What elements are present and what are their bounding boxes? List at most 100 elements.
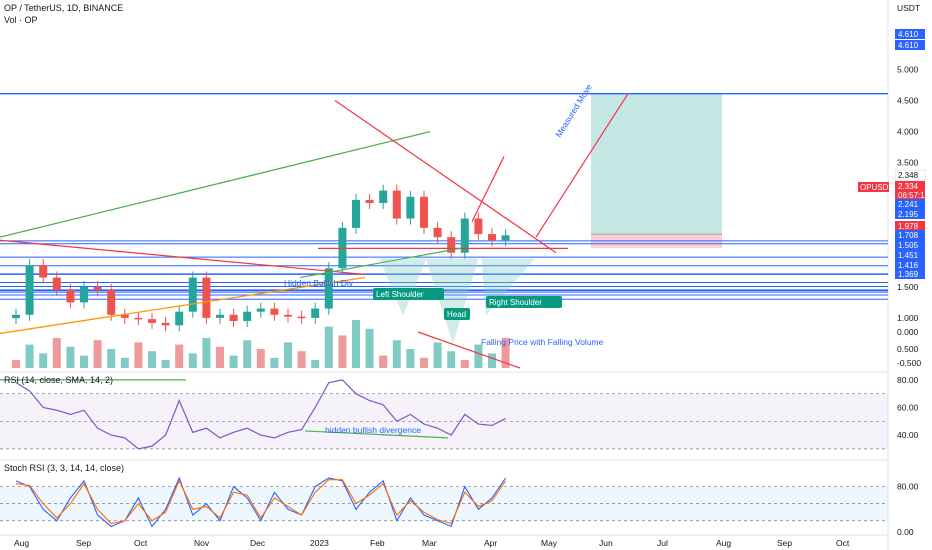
candle-body	[379, 190, 388, 204]
volume-bar	[460, 360, 469, 368]
candle-body	[134, 317, 143, 320]
stoch-tick: 80.00	[897, 482, 919, 492]
volume-bar	[25, 344, 34, 368]
price-tag: 1.369	[898, 270, 919, 279]
time-tick: Oct	[134, 538, 148, 548]
annotation-hidden-bullish-divergence: hidden bullish divergence	[325, 425, 421, 435]
price-tag: 2.348	[898, 171, 919, 180]
volume-bar	[338, 335, 347, 368]
symbol-title: OP / TetherUS, 1D, BINANCE	[4, 3, 124, 13]
price-axis-currency: USDT	[897, 3, 920, 13]
stoch-d-line	[15, 479, 507, 525]
time-tick: Aug	[716, 538, 731, 548]
volume-bar	[243, 340, 252, 368]
candle-body	[216, 314, 224, 318]
stoch-title: Stoch RSI (3, 3, 14, 14, close)	[4, 463, 125, 473]
hidden-div-line	[299, 247, 461, 279]
rsi-tick: 40.00	[897, 430, 919, 440]
annotation-falling-volume: Falling Price with Falling Volume	[481, 337, 604, 347]
price-tag-bg	[895, 29, 925, 39]
price-tick: 1.500	[897, 282, 919, 292]
volume-bar	[229, 355, 238, 368]
price-tag-bg	[895, 260, 925, 270]
time-tick: Sep	[777, 538, 792, 548]
volume-trendline	[417, 331, 521, 369]
volume-bar	[175, 344, 184, 368]
price-tag-bg	[895, 240, 925, 250]
candle-body	[25, 265, 34, 315]
volume-bar	[433, 342, 442, 368]
volume-bar	[12, 360, 20, 368]
price-tag: 2.241	[898, 200, 919, 209]
volume-tick: 0.000	[897, 327, 919, 337]
descending-resistance	[334, 100, 557, 254]
price-tag: 06:57:12	[898, 191, 930, 200]
candle-body	[243, 311, 252, 322]
label-left-shoulder-bg	[373, 288, 444, 300]
volume-bar	[161, 360, 170, 368]
price-tag-bg	[895, 230, 925, 240]
candle-body	[420, 196, 428, 228]
candle-body	[12, 314, 20, 319]
candle-body	[107, 289, 116, 315]
price-tick: 4.500	[897, 96, 919, 106]
volume-title: Vol · OP	[4, 15, 38, 25]
time-tick: Nov	[194, 538, 210, 548]
time-tick: 2023	[310, 538, 329, 548]
price-tag: 1.708	[898, 231, 919, 240]
candle-body	[406, 196, 415, 219]
time-tick: Apr	[484, 538, 497, 548]
target-zone	[591, 93, 722, 235]
price-tag: 1.451	[898, 251, 919, 260]
breakout-arrow	[471, 156, 505, 222]
price-tick: 1.000	[897, 313, 919, 323]
rising-orange-trendline	[0, 276, 366, 335]
volume-bar	[420, 357, 428, 368]
candle-body	[93, 286, 102, 290]
price-tick: 0.500	[897, 344, 919, 354]
candle-body	[501, 235, 510, 241]
candle-body	[284, 314, 292, 317]
price-tag-bg	[894, 169, 926, 181]
candle-body	[80, 286, 88, 303]
volume-bar	[392, 340, 401, 368]
candle-body	[324, 268, 333, 309]
volume-bar	[406, 349, 415, 368]
candle-body	[352, 199, 360, 228]
time-tick: Aug	[14, 538, 29, 548]
label-head: Head	[447, 310, 466, 319]
price-tag-bg	[895, 209, 925, 219]
price-tag-bg	[895, 269, 925, 279]
stoch-tick: 0.00	[897, 527, 914, 537]
volume-bar	[270, 357, 279, 368]
time-tick: May	[541, 538, 558, 548]
volume-bar	[352, 320, 360, 368]
price-tag-bg	[895, 199, 925, 209]
time-tick: Oct	[836, 538, 850, 548]
time-tick: Sep	[76, 538, 91, 548]
candle-body	[488, 234, 496, 241]
rsi-title: RSI (14, close, SMA, 14, 2)	[4, 375, 114, 385]
volume-bar	[284, 342, 292, 368]
price-tag-bg	[895, 40, 925, 50]
falling-red-trendline	[0, 239, 366, 276]
candle-body	[433, 227, 442, 238]
volume-bar	[188, 353, 197, 368]
candle-body	[392, 190, 401, 219]
stoch-k-line	[15, 476, 507, 528]
rsi-line	[15, 379, 506, 450]
candle-body	[188, 277, 197, 312]
candle-body	[161, 322, 170, 326]
volume-bar	[80, 355, 88, 368]
volume-bar	[66, 346, 75, 368]
symbol-tag-bg	[858, 182, 889, 192]
candle-body	[474, 218, 483, 235]
volume-bar	[379, 355, 388, 368]
candle-body	[202, 277, 211, 318]
rsi-tick: 80.00	[897, 375, 919, 385]
volume-bar	[120, 357, 129, 368]
volume-bar	[297, 351, 306, 368]
candle-body	[229, 314, 238, 322]
